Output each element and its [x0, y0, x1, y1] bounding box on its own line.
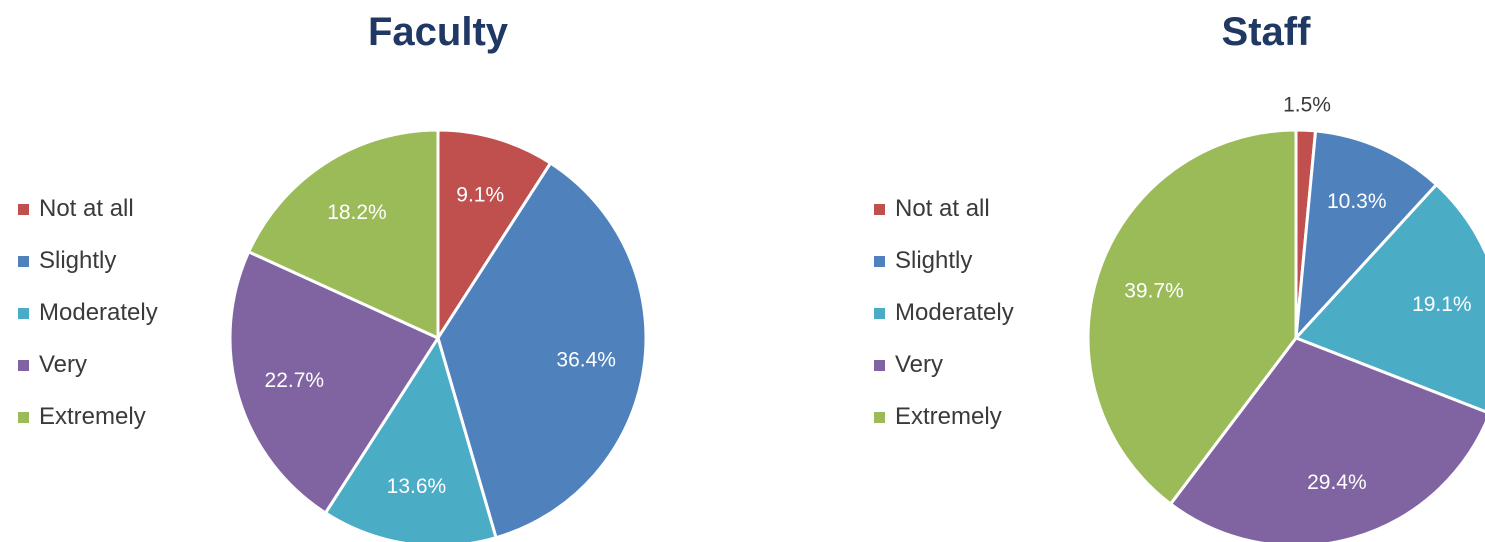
- legend-item-not-at-all: Not at all: [18, 183, 158, 235]
- legend-swatch-not-at-all: [18, 203, 29, 215]
- legend-label-very: Very: [39, 351, 88, 378]
- pie-slice-slightly: [1294, 129, 1438, 340]
- legend-swatch-moderately: [18, 307, 29, 319]
- legend-label-moderately: Moderately: [895, 299, 1014, 326]
- legend-item-moderately: Moderately: [874, 287, 1014, 339]
- data-label-slightly: 10.3%: [1327, 190, 1387, 213]
- legend-swatch-slightly: [18, 255, 29, 267]
- legend-item-extremely: Extremely: [874, 391, 1014, 443]
- legend-swatch-very: [874, 359, 885, 371]
- pie-slice-moderately: [1294, 183, 1485, 414]
- pie-slice-very: [228, 250, 440, 515]
- staff-chart-title: Staff: [1221, 10, 1311, 54]
- pie-slice-very: [1169, 336, 1485, 542]
- pie-slice-extremely: [247, 128, 440, 340]
- legend-label-not-at-all: Not at all: [895, 195, 990, 222]
- faculty-chart-title: Faculty: [367, 10, 509, 54]
- legend-swatch-slightly: [874, 255, 885, 267]
- legend-swatch-moderately: [874, 307, 885, 319]
- data-label-slightly: 36.4%: [556, 349, 616, 372]
- data-label-extremely: 39.7%: [1124, 279, 1184, 302]
- data-label-extremely: 18.2%: [327, 201, 387, 224]
- legend-swatch-extremely: [18, 411, 29, 423]
- legend-label-moderately: Moderately: [39, 299, 158, 326]
- legend-label-slightly: Slightly: [895, 247, 973, 274]
- pie-slice-moderately: [323, 336, 498, 542]
- legend-swatch-very: [18, 359, 29, 371]
- legend-item-slightly: Slightly: [874, 235, 1014, 287]
- data-label-not-at-all: 9.1%: [456, 183, 504, 206]
- staff-pie-chart: 1.5% 10.3% 19.1% 29.4% 39.7%: [1086, 93, 1485, 542]
- pie-slice-extremely: [1086, 128, 1298, 506]
- data-label-very: 22.7%: [265, 369, 325, 392]
- pie-slice-not-at-all: [436, 128, 553, 340]
- legend-label-extremely: Extremely: [39, 403, 146, 430]
- faculty-legend: Not at all Slightly Moderately Very Extr…: [18, 183, 158, 443]
- legend-label-slightly: Slightly: [39, 247, 117, 274]
- legend-item-extremely: Extremely: [18, 391, 158, 443]
- legend-label-not-at-all: Not at all: [39, 195, 134, 222]
- staff-pie-panel: Staff Not at all Slightly Moderately Ver…: [856, 0, 1485, 542]
- legend-swatch-not-at-all: [874, 203, 885, 215]
- legend-label-very: Very: [895, 351, 944, 378]
- data-label-not-at-all: 1.5%: [1283, 93, 1331, 116]
- data-label-very: 29.4%: [1307, 471, 1367, 494]
- faculty-pie-panel: Faculty Not at all Slightly Moderately V…: [0, 0, 742, 542]
- pie-slice-slightly: [436, 161, 648, 540]
- legend-item-moderately: Moderately: [18, 287, 158, 339]
- faculty-pie-chart: 9.1% 36.4% 13.6% 22.7% 18.2%: [228, 128, 648, 542]
- staff-legend: Not at all Slightly Moderately Very Extr…: [874, 183, 1014, 443]
- legend-item-very: Very: [18, 339, 158, 391]
- data-label-moderately: 13.6%: [387, 475, 447, 498]
- legend-swatch-extremely: [874, 411, 885, 423]
- legend-item-very: Very: [874, 339, 1014, 391]
- legend-label-extremely: Extremely: [895, 403, 1002, 430]
- data-label-moderately: 19.1%: [1412, 293, 1472, 316]
- legend-item-not-at-all: Not at all: [874, 183, 1014, 235]
- legend-item-slightly: Slightly: [18, 235, 158, 287]
